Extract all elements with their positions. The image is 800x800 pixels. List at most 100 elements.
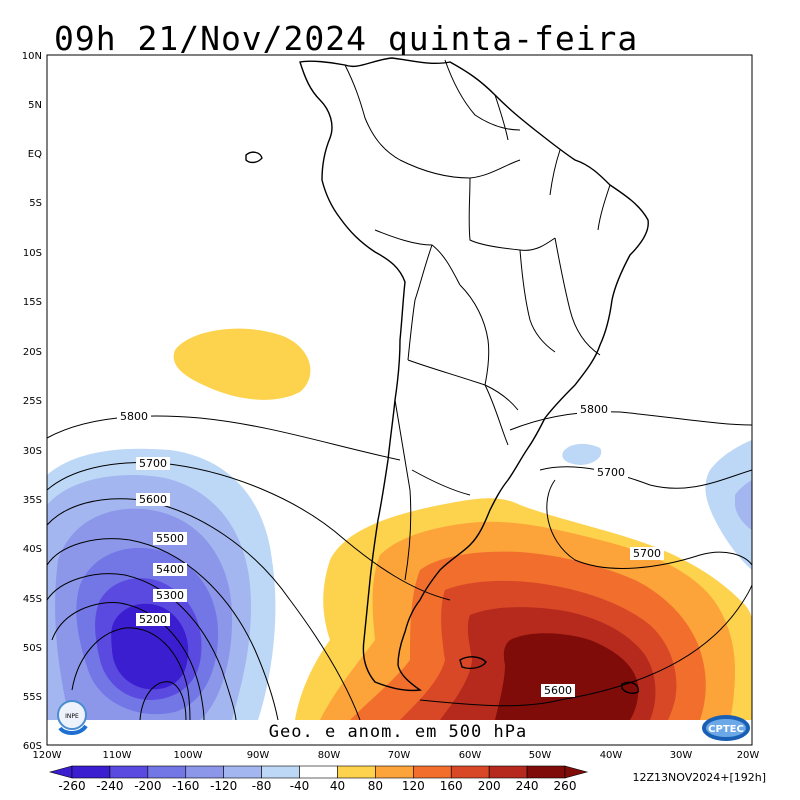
south-america-coastline [299,57,649,692]
colorbar-label: -80 [252,779,272,793]
anomaly-fill-pos-240 [495,633,639,720]
anomaly-fill-neg-spot [562,443,602,465]
colorbar: -260 -240 -200 -160 -120 -80 -40 40 80 120 160 200 2… [48,765,589,793]
anomaly-fill-pos-40-north [173,328,311,400]
negative-anomaly-region [47,440,752,720]
lat-tick: 5N [28,100,42,111]
colorbar-label: -240 [96,779,123,793]
lat-tick: 30S [23,446,42,457]
positive-anomaly-region [173,328,752,720]
forecast-title: 09h 21/Nov/2024 quinta-feira [54,19,638,58]
colorbar-swatch [413,765,452,779]
colorbar-label: 40 [330,779,345,793]
cptec-logo-text: CPTEC [708,724,744,735]
colorbar-swatch [185,765,224,779]
lon-tick: 20W [737,750,760,761]
lat-tick: 35S [23,495,42,506]
lat-tick: 10N [22,51,42,62]
contour-label-5400: 5400 [156,563,184,576]
lat-tick: 40S [23,544,42,555]
galapagos-islands [245,151,263,164]
lon-tick: 80W [318,750,341,761]
colorbar-label: 120 [402,779,425,793]
colorbar-right-arrow [564,765,589,779]
lat-tick: 50S [23,643,42,654]
isoline-5800-west [47,415,401,461]
lon-tick: 40W [600,750,623,761]
colorbar-label: -40 [290,779,310,793]
map-frame [46,54,753,746]
longitude-axis: 120W 110W 100W 90W 80W 70W 60W 50W 40W 3… [33,750,760,761]
geopotential-contours [47,411,752,720]
colorbar-swatch [261,765,300,779]
isoline-5700-west [47,462,451,601]
lat-tick: 10S [23,248,42,259]
colorbar-label: 240 [516,779,539,793]
colorbar-swatch [488,765,528,779]
lon-tick: 60W [459,750,482,761]
contour-label-5500: 5500 [156,532,184,545]
colorbar-label: -120 [210,779,237,793]
lat-tick: 20S [23,347,42,358]
lat-tick: 5S [29,198,42,209]
contour-label-5200: 5200 [139,613,167,626]
latitude-axis: 10N 5N EQ 5S 10S 15S 20S 25S 30S 35S 40S… [22,51,42,752]
lon-tick: 70W [388,750,411,761]
contour-label-5700-west: 5700 [139,457,167,470]
lat-tick: 45S [23,594,42,605]
falkland-islands [459,656,487,670]
anomaly-fill-neg-east-inner [735,480,752,530]
lat-tick: 25S [23,396,42,407]
lat-tick: EQ [28,149,42,160]
isoline-5700-loop [546,479,752,569]
colorbar-swatch [223,765,262,779]
colorbar-label: 200 [478,779,501,793]
colorbar-label: -260 [58,779,85,793]
lon-tick: 90W [247,750,270,761]
isoline-5200 [71,627,191,720]
lat-tick: 15S [23,297,42,308]
contour-label-5800-east: 5800 [580,403,608,416]
colorbar-left-arrow [48,765,73,779]
lon-tick: 50W [529,750,552,761]
contour-label-5700-east: 5700 [597,466,625,479]
contour-label-5700-southeast: 5700 [633,547,661,560]
country-borders [344,59,611,581]
colorbar-swatch [109,765,149,779]
contour-labels: 5800 5700 5600 5500 5400 5300 5200 5800 … [117,403,664,697]
isoline-5800-east [509,411,752,431]
isoline-5500 [47,538,279,720]
lon-tick: 30W [670,750,693,761]
colorbar-swatch [450,765,490,779]
colorbar-swatch [71,765,111,779]
contour-label-5600-south: 5600 [544,684,572,697]
lat-tick: 55S [23,692,42,703]
colorbar-swatch [375,765,414,779]
colorbar-swatch [337,765,376,779]
colorbar-label: -160 [172,779,199,793]
colorbar-swatch [299,765,338,779]
colorbar-label: 160 [440,779,463,793]
colorbar-swatch [147,765,187,779]
lat-tick: 60S [23,741,42,752]
inpe-logo-text: INPE [65,713,79,720]
colorbar-label: -200 [134,779,161,793]
isoline-5600-west [47,498,361,720]
isoline-5200-inner [139,681,187,720]
colorbar-label: 80 [368,779,383,793]
contour-label-5600-west: 5600 [139,493,167,506]
cptec-logo: CPTEC [702,715,750,741]
isoline-5600-east [419,584,752,707]
colorbar-label: 260 [554,779,577,793]
isoline-5700-east [539,466,752,489]
contour-label-5300: 5300 [156,589,184,602]
south-georgia [621,681,639,694]
lon-tick: 110W [103,750,132,761]
inpe-logo: INPE [57,700,88,735]
field-caption: Geo. e anom. em 500 hPa [269,722,527,742]
lon-tick: 100W [174,750,203,761]
anomaly-fill-neg-east [705,440,752,570]
contour-label-5800-west: 5800 [120,410,148,423]
colorbar-swatch [526,765,566,779]
